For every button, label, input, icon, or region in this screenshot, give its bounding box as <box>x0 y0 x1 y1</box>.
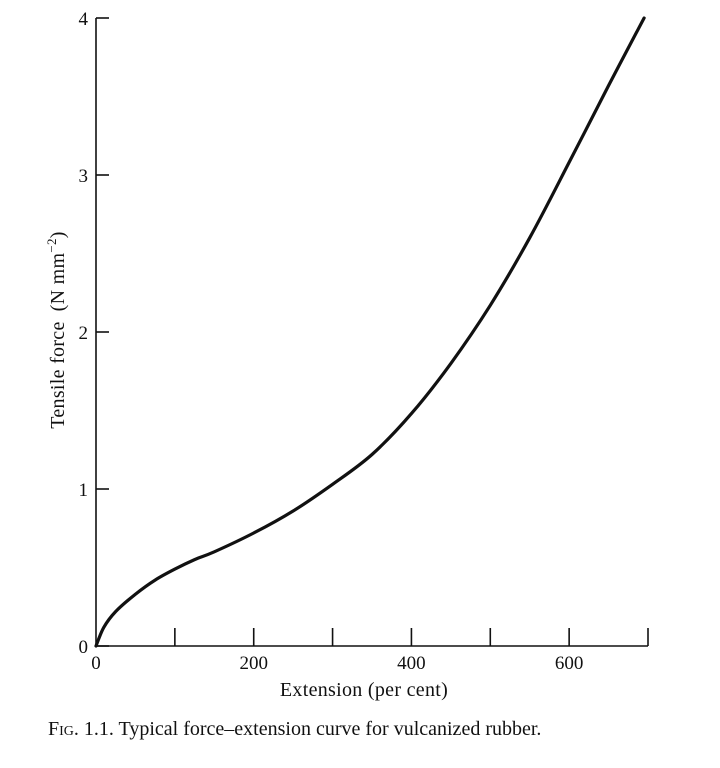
figure-number: Fig. 1.1. <box>48 718 114 740</box>
y-tick-label: 4 <box>79 9 89 30</box>
force-extension-curve <box>94 16 646 648</box>
x-tick-label: 200 <box>239 653 268 674</box>
x-tick-label: 400 <box>397 653 426 674</box>
y-tick-label: 0 <box>79 637 89 658</box>
y-axis-label: Tensile force (N mm−2) <box>44 231 69 429</box>
x-axis-label: Extension (per cent) <box>280 679 448 701</box>
y-tick-label: 1 <box>79 480 89 501</box>
y-tick-label: 2 <box>79 323 89 344</box>
figure-caption-text: Typical force–extension curve for vulcan… <box>118 718 542 740</box>
y-ticks: 0 1 2 3 4 <box>79 9 109 658</box>
y-axis-label-exponent: −2 <box>44 238 59 252</box>
figure-caption: Fig. 1.1. Typical force–extension curve … <box>48 718 708 741</box>
axes: 0 1 2 3 4 0 200 400 600 <box>79 9 649 674</box>
y-axis-label-close: ) <box>47 231 69 238</box>
x-tick-label: 600 <box>555 653 584 674</box>
y-axis-label-main: Tensile force <box>47 321 69 428</box>
y-tick-label: 3 <box>79 166 89 187</box>
y-axis-label-unit: (N mm <box>47 252 69 311</box>
x-ticks: 0 200 400 600 <box>91 628 649 674</box>
x-tick-label: 0 <box>91 653 101 674</box>
